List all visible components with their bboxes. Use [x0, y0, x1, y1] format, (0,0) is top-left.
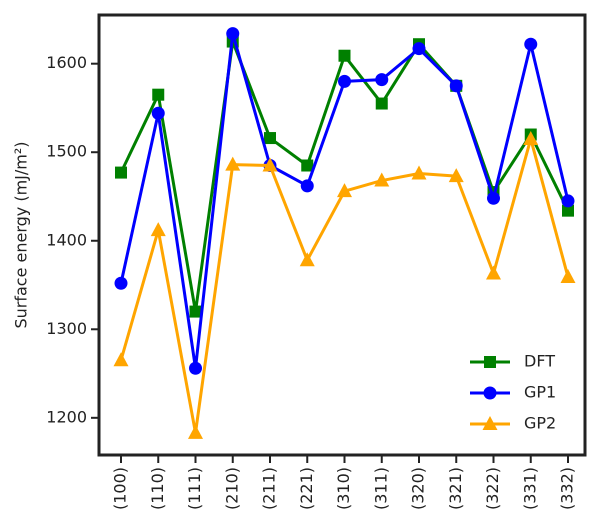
- marker: [523, 130, 539, 145]
- x-tick-label: (310): [334, 467, 353, 510]
- x-tick-label: (100): [111, 467, 130, 510]
- marker: [374, 172, 390, 187]
- x-tick-label: (332): [558, 467, 577, 510]
- marker: [225, 156, 241, 171]
- marker: [338, 49, 351, 62]
- marker: [562, 204, 574, 217]
- marker: [189, 361, 202, 375]
- legend-marker: [484, 356, 496, 368]
- marker: [262, 157, 278, 172]
- marker: [113, 352, 129, 367]
- marker: [115, 166, 127, 179]
- marker: [189, 305, 202, 318]
- marker: [412, 42, 426, 56]
- legend-label: GP2: [524, 414, 556, 433]
- x-tick-label: (111): [185, 467, 204, 510]
- y-tick-label: 1500: [46, 142, 87, 161]
- marker: [375, 97, 388, 110]
- marker: [338, 74, 351, 88]
- x-tick-label: (221): [297, 467, 316, 510]
- x-tick-label: (311): [371, 467, 390, 510]
- marker: [188, 424, 203, 439]
- marker: [560, 269, 576, 284]
- marker: [150, 222, 166, 237]
- marker: [226, 27, 240, 41]
- legend-label: GP1: [524, 383, 556, 402]
- marker: [264, 132, 276, 145]
- y-tick-label: 1400: [46, 230, 87, 249]
- marker: [486, 265, 501, 280]
- x-tick-label: (320): [409, 467, 428, 510]
- marker: [448, 168, 464, 183]
- y-axis-label: Surface energy (mJ/m²): [12, 141, 31, 328]
- legend-marker: [482, 416, 498, 430]
- marker: [487, 191, 500, 205]
- marker: [114, 276, 128, 290]
- y-tick-label: 1200: [46, 407, 87, 426]
- marker: [337, 183, 352, 198]
- marker: [301, 159, 314, 172]
- x-tick-label: (210): [222, 467, 241, 510]
- x-tick-label: (110): [148, 467, 167, 510]
- marker: [299, 252, 315, 267]
- y-tick-label: 1600: [46, 53, 87, 72]
- plot-frame: [97, 13, 587, 457]
- marker: [524, 37, 538, 51]
- marker: [561, 194, 575, 208]
- marker: [300, 179, 314, 193]
- legend-label: DFT: [524, 352, 555, 371]
- x-tick-label: (211): [260, 467, 279, 510]
- x-tick-label: (322): [483, 467, 502, 510]
- x-tick-label: (321): [446, 467, 465, 510]
- marker: [411, 165, 427, 180]
- marker: [152, 88, 165, 101]
- marker: [151, 106, 165, 120]
- marker: [449, 79, 463, 93]
- marker: [375, 73, 389, 87]
- y-tick-label: 1300: [46, 319, 87, 338]
- legend-marker: [483, 386, 497, 400]
- x-tick-label: (331): [520, 467, 539, 510]
